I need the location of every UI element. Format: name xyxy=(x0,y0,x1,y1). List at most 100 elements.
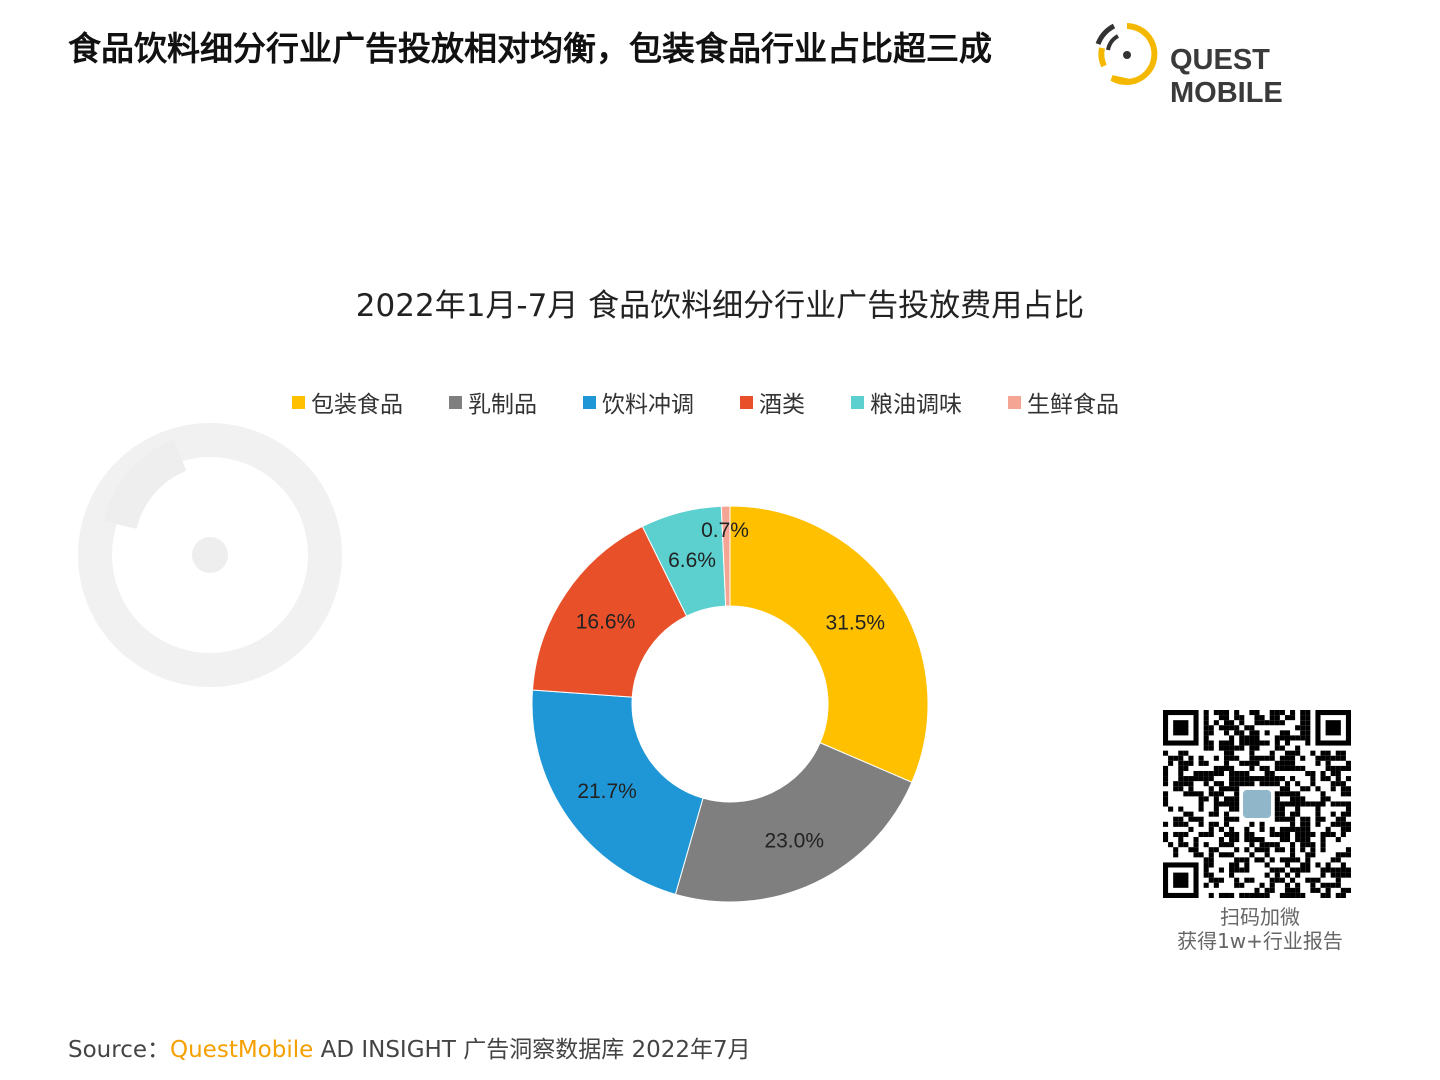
qr-module xyxy=(1284,857,1291,863)
qr-module xyxy=(1239,740,1245,746)
qr-module xyxy=(1279,847,1285,853)
qr-module xyxy=(1218,826,1224,832)
qr-module xyxy=(1168,806,1174,812)
qr-module xyxy=(1290,750,1296,756)
legend-item: 生鲜食品 xyxy=(1008,385,1119,419)
qr-module xyxy=(1234,715,1240,721)
qr-module xyxy=(1229,806,1235,812)
qr-module xyxy=(1330,755,1336,761)
qr-module xyxy=(1249,760,1255,766)
qr-module xyxy=(1300,796,1306,802)
qr-module xyxy=(1274,715,1280,721)
qr-module xyxy=(1213,811,1219,817)
qr-module xyxy=(1203,867,1209,873)
qr-module xyxy=(1315,862,1321,868)
qr-module xyxy=(1320,791,1326,797)
qr-module xyxy=(1203,715,1209,721)
qr-module xyxy=(1223,750,1230,756)
legend-label: 乳制品 xyxy=(468,392,537,418)
qr-module xyxy=(1315,806,1321,812)
qr-module xyxy=(1234,806,1240,812)
qr-module xyxy=(1259,826,1265,832)
qr-module xyxy=(1223,715,1230,721)
qr-module xyxy=(1305,842,1311,848)
qr-module xyxy=(1213,847,1219,853)
qr-finder xyxy=(1173,872,1189,888)
qr-module xyxy=(1300,867,1306,873)
qr-module xyxy=(1254,720,1260,726)
qr-module xyxy=(1229,872,1235,878)
qr-module xyxy=(1244,776,1250,782)
qr-module xyxy=(1213,781,1219,787)
qr-module xyxy=(1345,776,1351,782)
qr-module xyxy=(1335,750,1341,756)
qr-module xyxy=(1340,831,1346,838)
qr-module xyxy=(1213,791,1219,797)
source-brand: QuestMobile xyxy=(170,1037,314,1063)
qr-module xyxy=(1269,715,1275,721)
qr-module xyxy=(1213,770,1219,777)
qr-module xyxy=(1335,821,1341,827)
qr-module xyxy=(1290,816,1296,822)
qr-module xyxy=(1168,755,1174,761)
qr-module xyxy=(1178,842,1184,848)
qr-module xyxy=(1254,887,1260,893)
qr-module xyxy=(1290,867,1296,873)
qr-module xyxy=(1218,842,1224,848)
qr-module xyxy=(1208,725,1214,731)
legend-item: 饮料冲调 xyxy=(583,385,694,419)
qr-module xyxy=(1198,770,1204,777)
legend-item: 酒类 xyxy=(740,385,805,419)
qr-module xyxy=(1249,745,1255,751)
qr-module xyxy=(1264,781,1270,787)
qr-module xyxy=(1290,735,1296,741)
qr-module xyxy=(1208,740,1214,746)
qr-module xyxy=(1244,760,1250,766)
qr-module xyxy=(1269,710,1275,716)
qr-module xyxy=(1163,781,1169,787)
qr-module xyxy=(1300,715,1306,721)
qr-module xyxy=(1284,826,1291,832)
data-label: 0.7% xyxy=(701,519,749,542)
qr-module xyxy=(1254,740,1260,746)
qr-module xyxy=(1290,892,1296,898)
qr-module xyxy=(1208,831,1214,838)
qr-module xyxy=(1284,831,1291,838)
qr-module xyxy=(1284,882,1291,888)
qr-module xyxy=(1279,720,1285,726)
qr-module xyxy=(1274,791,1280,797)
qr-module xyxy=(1325,862,1331,868)
qr-module xyxy=(1345,847,1351,853)
legend-label: 粮油调味 xyxy=(870,392,962,418)
qr-module xyxy=(1208,791,1214,797)
qr-module xyxy=(1290,826,1296,832)
qr-module xyxy=(1168,760,1174,766)
qr-module xyxy=(1239,781,1245,787)
qr-module xyxy=(1340,811,1346,817)
qr-module xyxy=(1284,715,1291,721)
qr-module xyxy=(1315,760,1321,766)
qr-module xyxy=(1188,781,1194,787)
qr-module xyxy=(1315,801,1321,807)
qr-module xyxy=(1305,877,1311,883)
qr-module xyxy=(1178,816,1184,822)
qr-module xyxy=(1305,786,1311,792)
qr-module xyxy=(1178,806,1184,812)
qr-module xyxy=(1239,867,1245,873)
qr-module xyxy=(1284,740,1291,746)
qr-module xyxy=(1264,852,1270,858)
qr-module xyxy=(1300,816,1306,822)
qr-module xyxy=(1208,862,1214,868)
qr-module xyxy=(1254,710,1260,716)
qr-module xyxy=(1279,811,1285,817)
qr-module xyxy=(1290,791,1296,797)
qr-module xyxy=(1300,847,1306,853)
qr-module xyxy=(1208,821,1214,827)
qr-module xyxy=(1284,862,1291,868)
qr-module xyxy=(1188,847,1194,853)
donut-slice-6 xyxy=(720,505,731,607)
qr-module xyxy=(1295,826,1301,832)
qr-module xyxy=(1325,867,1331,873)
qr-module xyxy=(1340,801,1346,807)
page-title: 食品饮料细分行业广告投放相对均衡，包装食品行业占比超三成 xyxy=(68,29,992,68)
